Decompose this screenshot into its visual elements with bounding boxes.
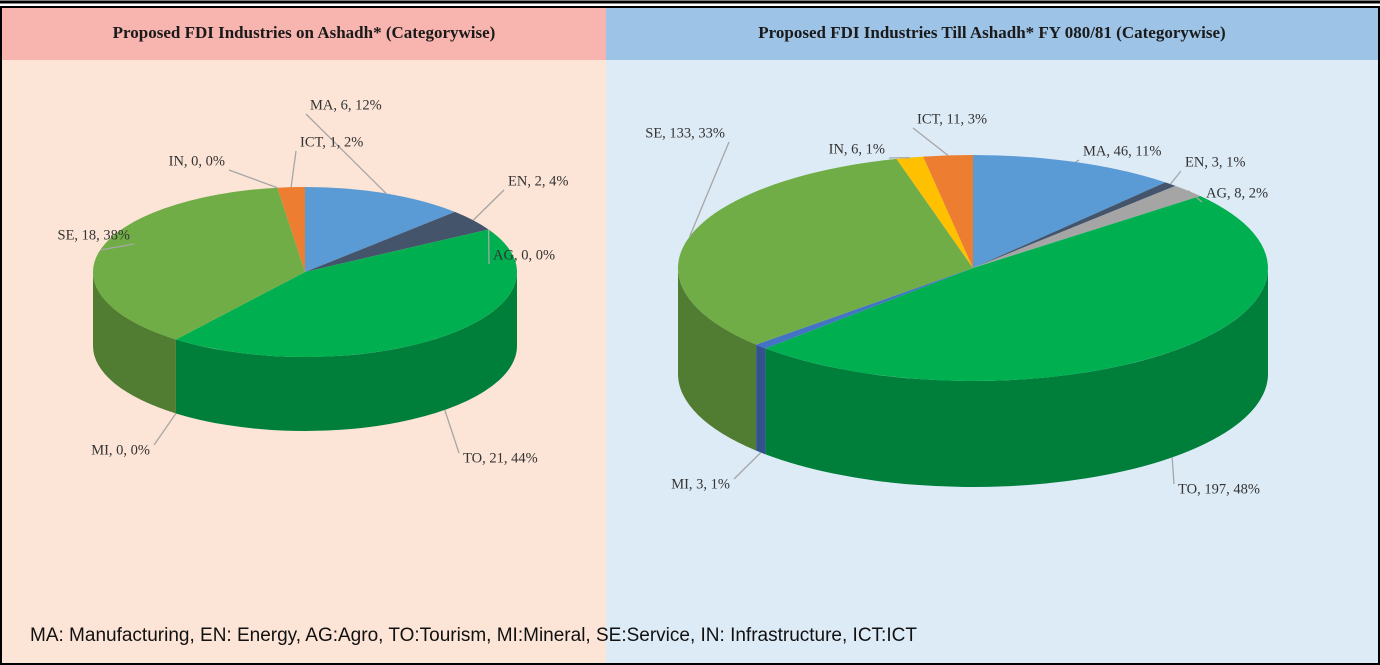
leader-line: [1187, 190, 1203, 203]
slice: [973, 182, 1176, 268]
slice: [973, 155, 1166, 268]
leader-line: [689, 141, 730, 237]
slice: [896, 156, 973, 268]
right-header: [606, 8, 1378, 60]
slice: [923, 155, 973, 268]
slice: [973, 185, 1201, 268]
slice: [277, 187, 305, 272]
slice-side: [765, 268, 1268, 487]
chart-title: Proposed FDI Industries on Ashadh* (Cate…: [113, 23, 496, 42]
slice-side: [756, 344, 766, 455]
data-label: MA, 46, 11%: [1083, 143, 1161, 159]
leader-line: [472, 189, 505, 221]
data-label: EN, 2, 4%: [508, 173, 568, 189]
data-label: EN, 3, 1%: [1185, 154, 1245, 170]
data-label: AG, 0, 0%: [493, 247, 555, 263]
slice: [765, 196, 1268, 381]
leader-line: [290, 150, 297, 188]
data-label: TO, 197, 48%: [1178, 481, 1260, 497]
chart-title: Proposed FDI Industries Till Ashadh* FY …: [758, 23, 1225, 42]
leader-line: [153, 413, 177, 446]
data-label: IN, 0, 0%: [169, 153, 225, 169]
data-label: SE, 18, 38%: [58, 227, 131, 243]
data-label: ICT, 11, 3%: [917, 111, 987, 127]
slice: [678, 158, 973, 345]
slice-side: [678, 268, 757, 451]
leader-line: [100, 243, 135, 251]
leader-line: [1169, 170, 1182, 185]
leader-line: [444, 409, 460, 454]
data-label: SE, 133, 33%: [645, 125, 725, 141]
data-label: MI, 3, 1%: [671, 476, 730, 492]
data-label: TO, 21, 44%: [463, 450, 538, 466]
footnote: MA: Manufacturing, EN: Energy, AG:Agro, …: [30, 625, 917, 646]
leader-line: [1171, 457, 1175, 485]
leader-line: [228, 169, 278, 189]
data-label: MA, 6, 12%: [310, 97, 382, 113]
slice: [92, 187, 306, 340]
data-label: IN, 6, 1%: [829, 141, 885, 157]
leader-line: [1075, 159, 1080, 163]
frame: [0, 6, 1380, 665]
data-label: ICT, 1, 2%: [300, 134, 363, 150]
data-label: AG, 8, 2%: [1206, 185, 1268, 201]
slice: [756, 268, 973, 349]
leader-line: [912, 127, 949, 156]
leader-line: [305, 113, 387, 194]
left-header: [2, 8, 606, 60]
slice: [305, 211, 489, 272]
slice: [175, 229, 518, 358]
slice: [305, 187, 455, 272]
slice-side: [175, 272, 518, 432]
slice-side: [93, 272, 176, 414]
leader-line: [733, 452, 762, 480]
data-label: MI, 0, 0%: [91, 442, 150, 458]
